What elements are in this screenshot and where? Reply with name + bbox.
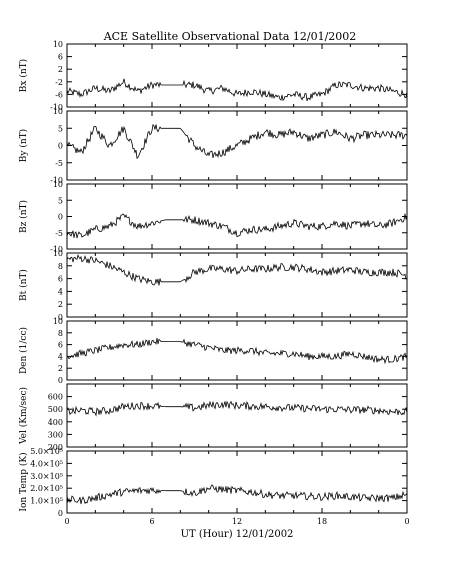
y-tick-label: 2 — [58, 65, 63, 74]
panel-4: 10 8 6 4 2 0 Bt (nT) — [18, 249, 408, 322]
x-tick-label: 0 — [404, 517, 409, 526]
series-line — [66, 400, 408, 417]
series-line — [66, 338, 408, 365]
y-tick-label: 6 — [58, 275, 63, 284]
x-tick-label: 6 — [149, 517, 154, 526]
y-tick-label: 0 — [58, 142, 63, 151]
y-tick-label: 4 — [58, 352, 63, 361]
chart-title: ACE Satellite Observational Data 12/01/2… — [103, 30, 357, 43]
panel-frame — [66, 183, 408, 250]
y-axis-label: Vel (Km/sec) — [18, 387, 29, 445]
panel-6: 600 500 400 300 200 Vel (Km/sec) — [18, 383, 408, 452]
y-tick-label: 1.0×10⁵ — [30, 497, 63, 506]
x-tick-label: 0 — [64, 517, 69, 526]
panel-frame — [66, 450, 408, 514]
y-tick-label: 0 — [58, 313, 63, 322]
y-tick-label: 8 — [58, 262, 63, 271]
y-tick-label: -2 — [55, 78, 63, 87]
series-line — [66, 78, 408, 102]
y-tick-label: -10 — [50, 103, 63, 112]
series-line — [66, 484, 408, 505]
panels: 10 6 2 -2 -6 -10 Bx (nT) 10 5 0 -5 -10 By (nT) 10 5 0 -5… — [18, 40, 408, 518]
y-axis-label: Ion Temp (K) — [18, 452, 29, 511]
x-axis: 0 6 12 18 0 — [64, 517, 409, 526]
y-tick-label: 0 — [58, 509, 63, 518]
y-tick-label: 10 — [53, 249, 63, 258]
y-tick-label: 10 — [53, 107, 63, 116]
y-tick-label: 2 — [58, 300, 63, 309]
y-tick-label: 6 — [58, 341, 63, 350]
x-tick-label: 18 — [317, 517, 327, 526]
panel-2: 10 5 0 -5 -10 By (nT) — [18, 107, 408, 185]
y-tick-label: 8 — [58, 329, 63, 338]
x-tick-label: 12 — [232, 517, 242, 526]
panel-frame — [66, 43, 408, 108]
y-tick-label: 6 — [58, 53, 63, 62]
y-tick-label: 0 — [58, 213, 63, 222]
panel-3: 10 5 0 -5 -10 Bz (nT) — [18, 180, 408, 254]
y-tick-label: 4 — [58, 287, 63, 296]
y-axis-label: Bt (nT) — [18, 269, 29, 301]
y-tick-label: 10 — [53, 317, 63, 326]
y-tick-label: 600 — [48, 393, 63, 402]
series-line — [66, 123, 408, 159]
y-axis-label: Den (1/cc) — [18, 327, 29, 374]
y-tick-label: 2.0×10⁵ — [30, 484, 63, 493]
y-tick-label: 4.0×10⁵ — [30, 459, 63, 468]
y-tick-label: 2 — [58, 364, 63, 373]
y-tick-label: 300 — [48, 430, 63, 439]
y-tick-label: 5.0×10⁵ — [30, 447, 63, 456]
panel-5: 10 8 6 4 2 0 Den (1/cc) — [18, 317, 408, 385]
y-tick-label: -6 — [55, 90, 63, 99]
y-tick-label: 10 — [53, 180, 63, 189]
series-line — [66, 254, 408, 286]
y-axis-label: Bz (nT) — [18, 200, 29, 233]
y-tick-label: 3.0×10⁵ — [30, 472, 63, 481]
y-tick-label: 5 — [58, 124, 63, 133]
y-tick-label: -5 — [55, 159, 63, 168]
y-tick-label: 0 — [58, 376, 63, 385]
y-axis-label: By (nT) — [18, 129, 29, 162]
y-tick-label: 200 — [48, 443, 63, 452]
panel-frame — [66, 383, 408, 448]
panel-frame — [66, 252, 408, 318]
x-axis-label: UT (Hour) 12/01/2002 — [181, 529, 294, 540]
y-tick-label: 10 — [53, 40, 63, 49]
y-tick-label: -5 — [55, 229, 63, 238]
y-tick-label: 500 — [48, 405, 63, 414]
y-tick-label: 5 — [58, 196, 63, 205]
y-tick-label: -10 — [50, 176, 63, 185]
y-tick-label: 400 — [48, 418, 63, 427]
panel-1: 10 6 2 -2 -6 -10 Bx (nT) — [18, 40, 408, 112]
panel-7: 5.0×10⁵ 4.0×10⁵ 3.0×10⁵ 2.0×10⁵ 1.0×10⁵ 0 Ion … — [18, 447, 408, 518]
series-line — [66, 213, 408, 239]
y-axis-label: Bx (nT) — [18, 59, 29, 92]
y-tick-label: -10 — [50, 245, 63, 254]
